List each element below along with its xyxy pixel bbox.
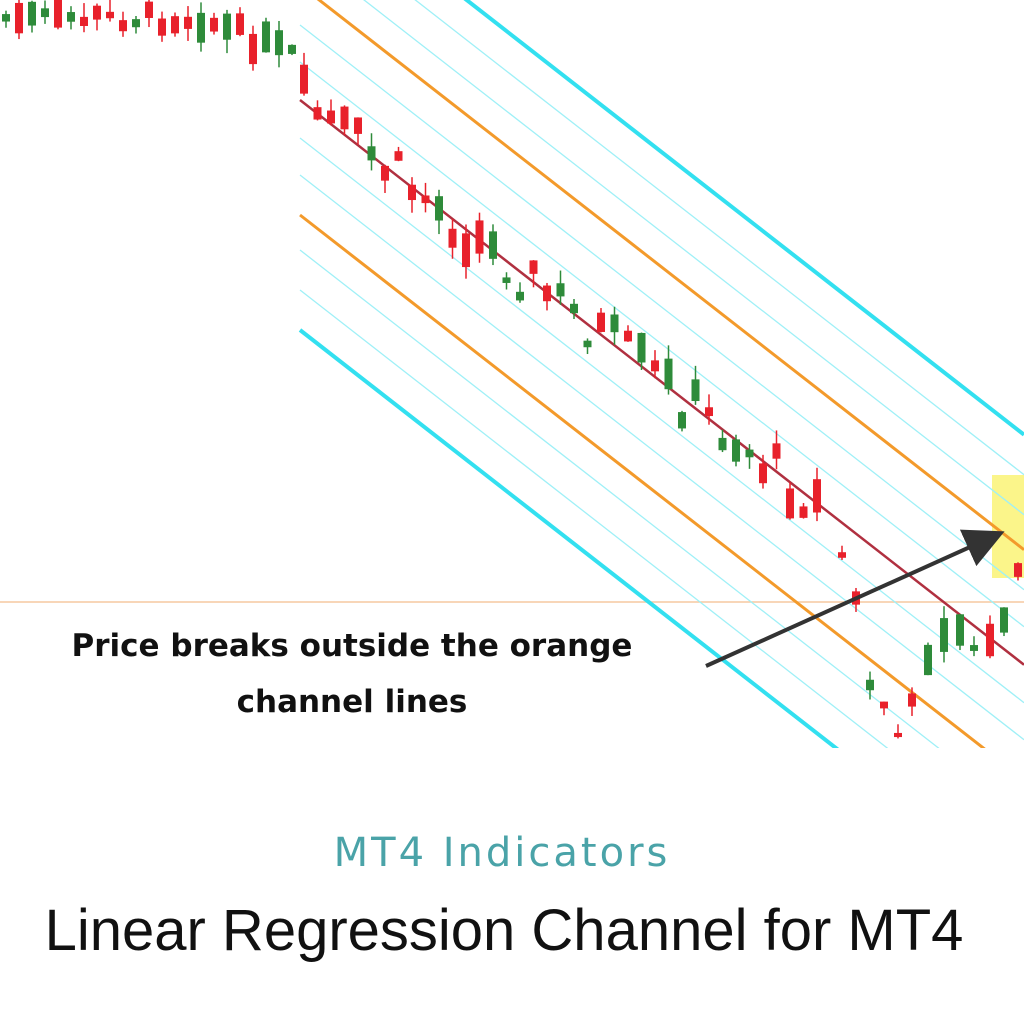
candle-body — [448, 228, 457, 248]
candle-body — [28, 1, 36, 26]
candle-body — [119, 20, 127, 32]
candle-body — [300, 64, 308, 94]
candle-body — [381, 165, 389, 181]
candle-body — [184, 16, 192, 29]
channel-line — [316, 0, 1024, 551]
candle-body — [223, 13, 231, 40]
channel-line — [299, 174, 1024, 741]
candle-body — [421, 195, 430, 204]
candle-body — [838, 552, 846, 558]
candle-body — [158, 18, 166, 36]
candle-body — [732, 439, 740, 462]
candle-body — [15, 2, 23, 34]
channel-line — [299, 24, 1024, 591]
candle-body — [556, 283, 565, 297]
candle-body — [970, 645, 978, 651]
candle-body — [772, 443, 781, 459]
candle-body — [367, 146, 376, 161]
candle-body — [2, 14, 10, 22]
candle-body — [866, 679, 874, 691]
candle-body — [475, 220, 484, 254]
candle-body — [924, 644, 932, 676]
candle-body — [583, 340, 592, 348]
candle-body — [435, 196, 443, 221]
candle-body — [93, 5, 101, 20]
candle-body — [394, 151, 403, 161]
annotation: Price breaks outside the orange — [72, 628, 633, 664]
channel-line — [299, 137, 1024, 704]
candle-body — [786, 488, 794, 519]
candle-body — [759, 463, 767, 484]
candle-body — [691, 379, 700, 402]
channel-line — [299, 61, 1024, 628]
candle-body — [340, 106, 349, 130]
candle-body — [288, 44, 296, 54]
candle-body — [597, 312, 605, 332]
candle-body — [313, 107, 322, 120]
candle-body — [41, 8, 49, 18]
candle-body — [705, 407, 713, 417]
candle-body — [171, 16, 179, 34]
candle-body — [1000, 607, 1008, 633]
candle-body — [651, 360, 659, 372]
candle-body — [132, 19, 140, 28]
channel-lines — [298, 0, 1024, 748]
candle-body — [516, 291, 524, 301]
candle-body — [637, 332, 646, 363]
candle-body — [894, 732, 902, 738]
candle-body — [610, 314, 619, 333]
candle-body — [262, 21, 270, 53]
subtitle: MT4 Indicators — [334, 830, 671, 876]
candles — [2, 0, 1022, 739]
candle-body — [197, 12, 205, 43]
candle-body — [210, 17, 218, 32]
channel-line — [299, 99, 1024, 666]
candle-body — [275, 30, 283, 56]
candle-body — [986, 623, 994, 657]
candle-body — [67, 12, 75, 22]
channel-line — [463, 0, 1024, 437]
candle-body — [718, 437, 727, 451]
candle-body — [249, 33, 257, 65]
candle-body — [54, 0, 62, 28]
highlight — [992, 475, 1024, 578]
candle-body — [462, 233, 470, 268]
candle-body — [880, 701, 888, 709]
candle-body — [745, 449, 754, 458]
channel-line — [298, 328, 840, 748]
channel-line — [299, 213, 986, 748]
candle-body — [908, 693, 916, 707]
candle-body — [799, 506, 808, 518]
candle-body — [956, 614, 964, 646]
candle-body — [408, 184, 416, 201]
candle-body — [529, 260, 538, 274]
arrow — [705, 529, 1005, 668]
channel-line — [299, 249, 940, 748]
candle-body — [1014, 563, 1022, 577]
candle-body — [678, 412, 686, 429]
annotation: channel lines — [237, 684, 468, 720]
candle-body — [106, 11, 114, 19]
candle-body — [940, 618, 948, 652]
candle-body — [80, 16, 88, 26]
candle-body — [236, 13, 244, 35]
candle-body — [502, 277, 511, 283]
channel-line — [363, 0, 1024, 516]
candle-body — [664, 358, 673, 390]
candle-body — [543, 285, 551, 302]
channel-line — [299, 289, 889, 748]
candle-body — [145, 1, 153, 18]
candle-body — [570, 303, 578, 314]
candle-body — [813, 479, 821, 513]
candle-body — [624, 330, 632, 342]
candle-body — [489, 231, 497, 259]
candle-body — [327, 110, 335, 124]
title: Linear Regression Channel for MT4 — [45, 898, 964, 963]
candle-body — [354, 117, 362, 134]
chart-area — [0, 0, 1024, 748]
channel-line — [414, 0, 1024, 476]
